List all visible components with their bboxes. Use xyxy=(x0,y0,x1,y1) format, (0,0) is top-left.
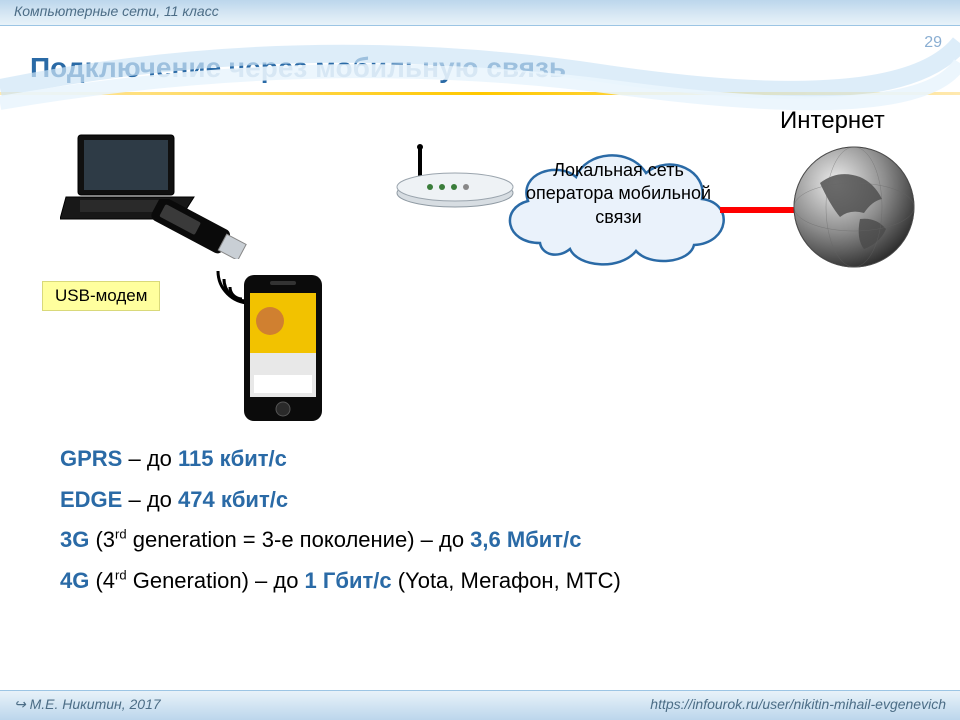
globe-icon xyxy=(790,143,918,271)
spec-line: 4G (4rd Generation) – до 1 Гбит/с (Yota,… xyxy=(60,561,912,602)
course-label: Компьютерные сети, 11 класс xyxy=(14,3,219,19)
internet-label: Интернет xyxy=(780,107,885,135)
diagram-area: USB-модем Локальная сеть оператора мобил… xyxy=(20,113,940,423)
operator-cloud: Локальная сеть оператора мобильной связи xyxy=(490,133,740,273)
smartphone-icon xyxy=(240,271,326,425)
specs-list: GPRS – до 115 кбит/сEDGE – до 474 кбит/с… xyxy=(60,439,912,602)
spec-line: 3G (3rd generation = 3-е поколение) – до… xyxy=(60,520,912,561)
header-bar: Компьютерные сети, 11 класс xyxy=(0,0,960,26)
slide-title: Подключение через мобильную связь xyxy=(30,52,960,84)
footer-url: https://infourok.ru/user/nikitin-mihail-… xyxy=(650,696,946,715)
footer-author: ↪ М.Е. Никитин, 2017 xyxy=(14,696,161,715)
spec-line: EDGE – до 474 кбит/с xyxy=(60,480,912,521)
footer-bar: ↪ М.Е. Никитин, 2017 https://infourok.ru… xyxy=(0,690,960,720)
page-number: 29 xyxy=(924,34,942,52)
title-underline xyxy=(0,92,960,95)
usb-modem-label: USB-модем xyxy=(42,281,160,311)
spec-line: GPRS – до 115 кбит/с xyxy=(60,439,912,480)
cloud-text: Локальная сеть оператора мобильной связи xyxy=(516,159,721,229)
